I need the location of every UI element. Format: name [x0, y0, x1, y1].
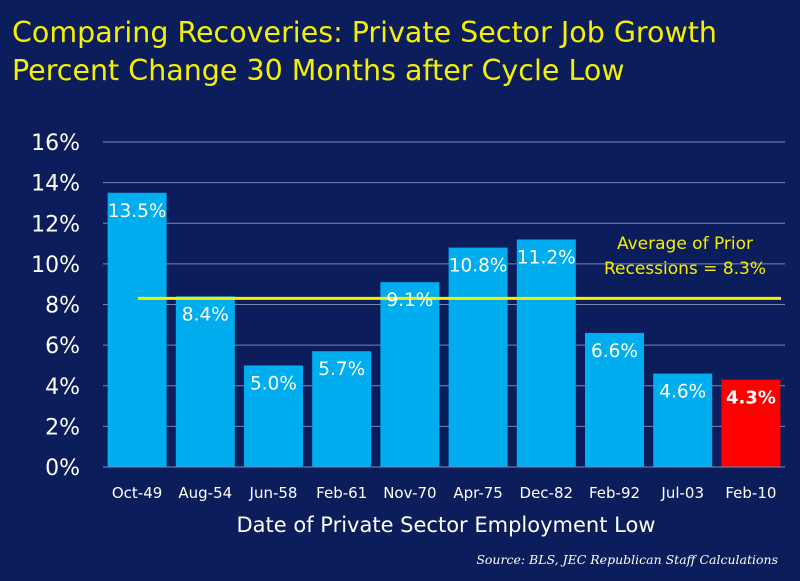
x-tick-label: Feb-10: [725, 484, 776, 502]
x-tick-label: Feb-61: [316, 484, 367, 502]
chart-title: Comparing Recoveries: Private Sector Job…: [12, 14, 792, 90]
y-tick-label: 14%: [31, 172, 80, 197]
x-tick-label: Jul-03: [660, 484, 704, 502]
bar: [721, 379, 781, 467]
bar: [516, 239, 576, 467]
y-tick-label: 4%: [45, 375, 80, 400]
bar-data-label: 13.5%: [108, 201, 167, 222]
chart-title-line-1: Comparing Recoveries: Private Sector Job…: [12, 16, 717, 49]
bar: [448, 247, 508, 467]
bar-data-label: 9.1%: [386, 290, 433, 311]
bar: [175, 296, 235, 467]
bar-data-label: 11.2%: [517, 248, 576, 269]
bar: [585, 332, 644, 467]
bar-data-label: 8.4%: [182, 304, 229, 325]
bar-data-label: 5.7%: [318, 359, 365, 380]
bar-data-label: 10.8%: [449, 256, 508, 277]
x-tick-label: Nov-70: [383, 484, 436, 502]
bar-data-label: 4.6%: [659, 382, 706, 403]
x-axis-title: Date of Private Sector Employment Low: [237, 513, 656, 537]
x-tick-label: Apr-75: [453, 484, 503, 502]
y-axis-tick-labels: 0% 2% 4% 6% 8% 10% 12% 14% 16%: [31, 131, 80, 481]
gridlines: [103, 141, 785, 427]
bar-data-label: 5.0%: [250, 373, 297, 394]
y-tick-label: 12%: [31, 212, 80, 237]
bar: [380, 282, 440, 467]
x-tick-label: Aug-54: [178, 484, 232, 502]
x-tick-label: Dec-82: [520, 484, 574, 502]
bar-data-label: 6.6%: [591, 341, 638, 362]
chart-title-line-2: Percent Change 30 Months after Cycle Low: [12, 54, 625, 87]
bar-data-labels: 13.5% 8.4% 5.0% 5.7% 9.1% 10.8% 11.2% 6.6% 4.6% 4…: [108, 201, 776, 409]
x-tick-label: Oct-49: [112, 484, 162, 502]
x-tick-label: Feb-92: [589, 484, 640, 502]
bar: [312, 351, 372, 467]
average-label-line-1: Average of Prior: [617, 234, 753, 254]
y-tick-label: 0%: [45, 456, 80, 481]
bar: [653, 373, 713, 467]
bar: [244, 365, 303, 467]
bar-data-label: 4.3%: [726, 388, 776, 409]
source-note: Source: BLS, JEC Republican Staff Calcul…: [476, 552, 778, 567]
bars: [107, 192, 781, 467]
bar: [107, 192, 167, 467]
x-axis-tick-labels: Oct-49 Aug-54 Jun-58 Feb-61 Nov-70 Apr-75 Dec-…: [112, 484, 777, 502]
y-tick-label: 6%: [45, 334, 80, 359]
y-tick-label: 2%: [45, 415, 80, 440]
y-tick-label: 16%: [31, 131, 80, 156]
y-tick-label: 10%: [31, 253, 80, 278]
average-label-line-2: Recessions = 8.3%: [604, 259, 766, 279]
x-tick-label: Jun-58: [249, 484, 298, 502]
y-tick-label: 8%: [45, 294, 80, 319]
